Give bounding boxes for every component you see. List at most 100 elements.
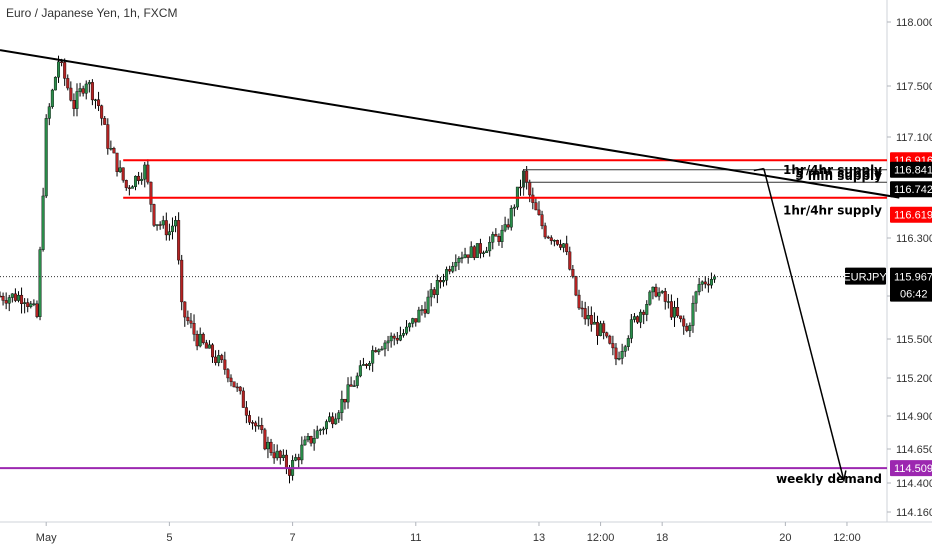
candle-body [466,254,470,258]
candle-body [47,106,51,119]
candle-body [445,269,449,281]
candle-body [66,78,70,89]
badge-five-min-top-bg [890,161,932,178]
candle-body [577,294,581,309]
candle-body [23,302,27,304]
price-tick-label: 114.400 [896,478,932,490]
candle-body [247,415,251,423]
candle-body [392,335,396,339]
candle-body [620,351,624,359]
price-axis[interactable]: 114.160 114.400 114.650 114.900 115.200 115.5… [843,17,932,519]
candle-body [605,332,609,337]
candle-body [7,297,11,304]
candle-body [531,194,535,203]
candle-body [257,425,261,427]
candle-body [186,316,190,322]
badge-five-min-top: 116.841 [894,165,932,177]
candle-body [81,88,85,94]
price-tick-label: 117.500 [896,81,932,93]
candle-body [380,348,384,351]
candle-body [639,311,643,323]
candle-body [408,323,412,328]
candle-body [78,88,82,92]
candle-body [426,296,430,314]
candle-body [395,337,399,341]
candle-body [90,82,94,101]
price-tick-label: 117.100 [896,132,932,144]
candle-body [35,303,39,317]
chart-title: Euro / Japanese Yen, 1h, FXCM [6,6,177,20]
time-tick-label: 11 [410,532,421,544]
descending-trendline[interactable] [0,49,900,199]
candle-body [475,243,479,258]
candle-body [454,262,458,267]
candle-body [260,425,264,431]
badge-supply-bottom-bg [890,206,932,223]
candle-body [414,318,418,323]
badge-supply-bottom: 116.619 [894,210,932,222]
candle-body [198,333,202,347]
candle-body [93,99,97,101]
candle-body [509,208,513,228]
projection-arrow-line[interactable] [763,168,845,481]
candle-body [44,118,48,197]
candle-body [334,418,338,425]
candle-body [365,364,369,366]
time-axis[interactable]: May 5 7 11 13 12:00 18 20 12:00 [36,522,861,544]
candles-layer [0,55,717,484]
candle-body [189,320,193,324]
candle-body [346,384,350,403]
candle-body [50,89,54,107]
candle-body [654,286,658,297]
candle-body [608,335,612,344]
countdown-badge: 06:42 [900,289,928,301]
candle-body [460,257,464,259]
candle-body [525,170,529,183]
candle-body [666,301,670,303]
price-tick-label: 115.200 [896,373,932,385]
candle-body [41,195,45,250]
candle-body [309,436,313,444]
weekly-demand-label: weekly demand [776,472,882,486]
candle-body [549,237,553,241]
candle-body [599,323,603,336]
candle-body [358,365,362,377]
candle-body [238,386,242,392]
candle-body [457,257,461,263]
candle-body [174,220,178,227]
candle-body [423,309,427,314]
candle-body [63,62,67,79]
candle-body [559,244,563,248]
candle-body [580,307,584,310]
candle-body [651,286,655,293]
candle-body [29,303,33,307]
badge-five-min-bottom-bg [890,181,932,198]
projection-start-segment [753,167,764,172]
candle-body [352,385,356,387]
candle-body [152,204,156,226]
candle-body [494,234,498,237]
candle-body [180,259,184,303]
candle-body [167,231,171,236]
badge-five-min-bottom: 116.742 [894,184,932,196]
candle-body [331,416,335,425]
candle-body [602,323,606,333]
candle-body [220,355,224,361]
candle-body [294,457,298,461]
projection-arrow-head [836,470,847,482]
candle-body [488,241,492,252]
candle-body [645,304,649,315]
candle-body [20,294,24,304]
candle-body [100,105,104,119]
candle-body [632,316,636,320]
candle-body [552,240,556,242]
candle-body [192,323,196,335]
candle-body [383,342,387,350]
candle-body [417,309,421,323]
candle-body [170,225,174,232]
candle-body [312,438,316,444]
candle-body [214,356,218,363]
